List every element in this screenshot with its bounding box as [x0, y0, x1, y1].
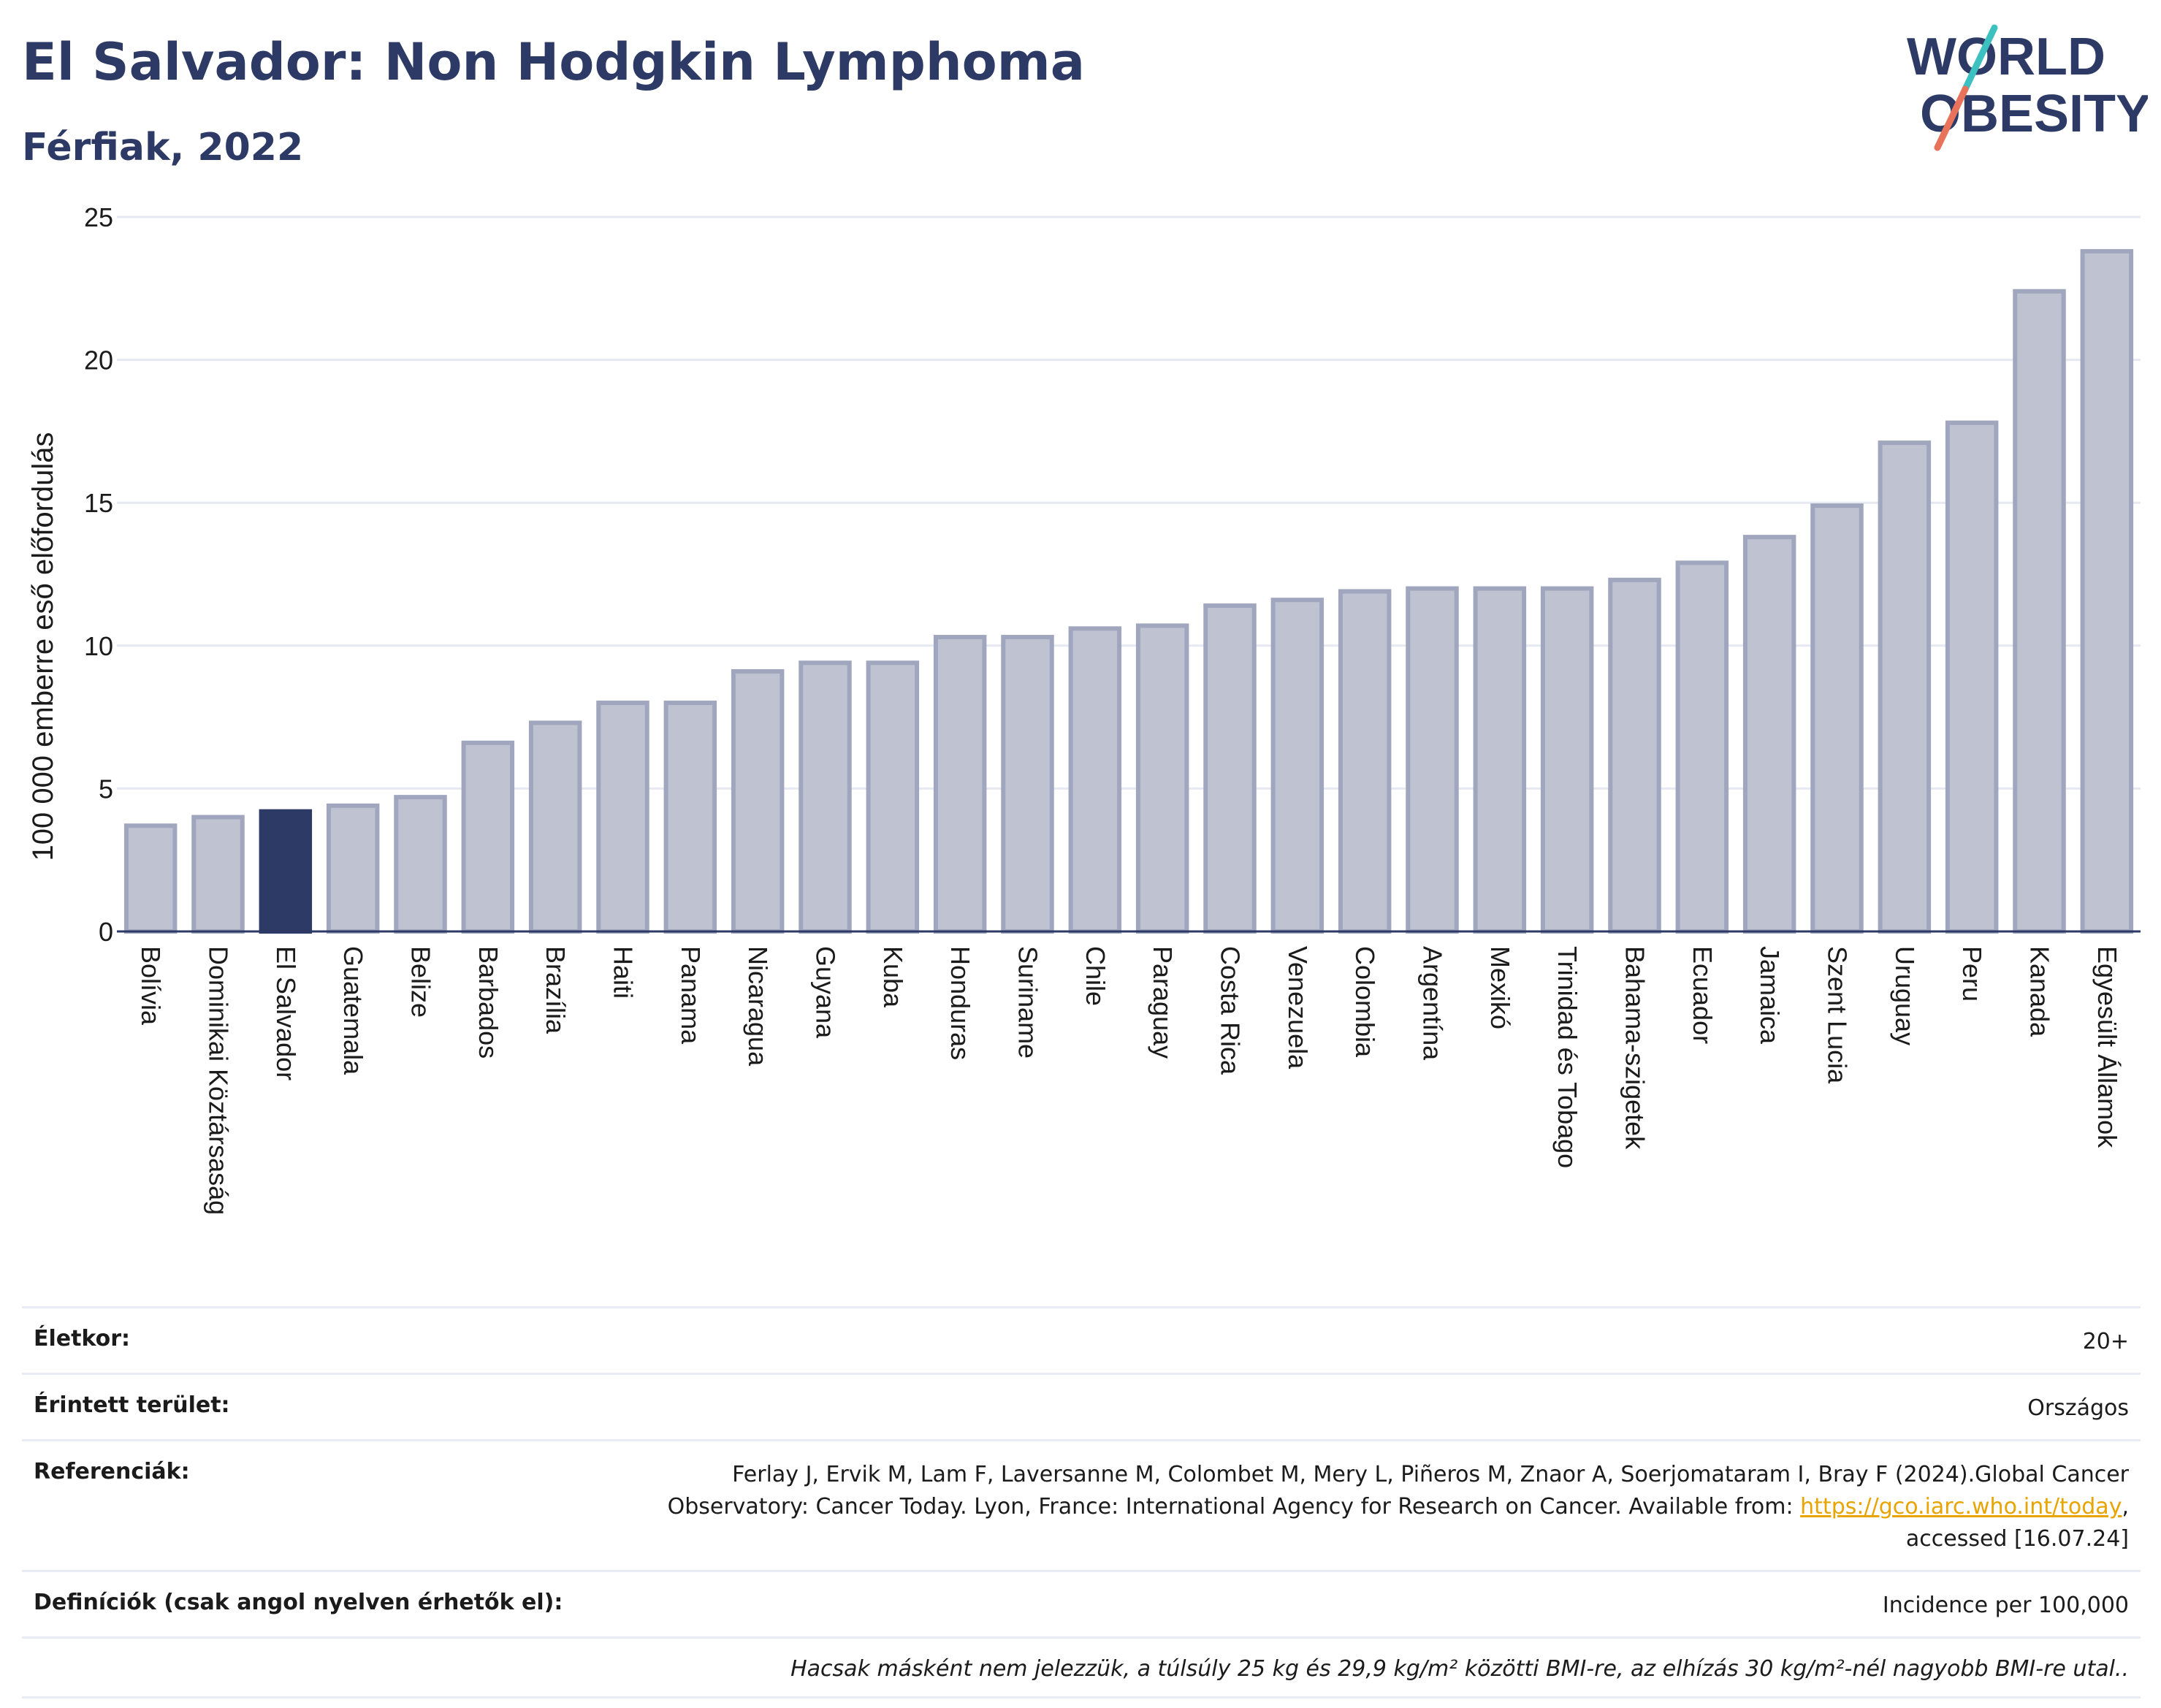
bar-22	[1608, 577, 1661, 934]
bar-20	[1473, 586, 1527, 934]
bar-1	[191, 815, 245, 934]
x-tick-label: Argentína	[1418, 946, 1448, 1061]
x-tick-label: Brazília	[541, 946, 571, 1034]
bar-17	[1270, 598, 1325, 934]
x-tick-labels: Bolívia Dominikai Köztársaság El Salvador G…	[136, 946, 2122, 1215]
area-label: Érintett terület:	[34, 1392, 230, 1418]
bar-19	[1406, 586, 1459, 934]
bar-24	[1742, 535, 1796, 934]
bar-23	[1675, 560, 1729, 934]
y-tick-label: 10	[84, 631, 113, 661]
meta-row-definitions: Definíciók (csak angol nyelven érhetők e…	[22, 1570, 2141, 1636]
references-link[interactable]: https://gco.iarc.who.int/today	[1800, 1494, 2122, 1520]
x-tick-label: Nicaragua	[743, 946, 773, 1067]
definitions-value: Incidence per 100,000	[1882, 1593, 2129, 1618]
logo-slash-top	[1962, 24, 1998, 93]
x-tick-label: Trinidad és Tobago	[1552, 946, 1582, 1168]
bar-0	[123, 823, 178, 934]
bar-6	[528, 720, 582, 934]
x-tick-label: Egyesült Államok	[2092, 946, 2122, 1148]
references-line2-post: ,	[2122, 1494, 2129, 1520]
logo-line2: OBESITY	[1920, 85, 2148, 143]
x-tick-label: Peru	[1957, 946, 1987, 1002]
bar-16	[1203, 603, 1257, 934]
bar-10	[799, 660, 852, 934]
x-tick-label: Uruguay	[1890, 946, 1920, 1045]
x-tick-label: Chile	[1080, 946, 1110, 1006]
y-tick-label: 0	[99, 917, 113, 947]
y-tick-label: 20	[84, 346, 113, 375]
x-tick-label: Guyana	[811, 946, 841, 1039]
area-value: Országos	[2027, 1395, 2129, 1421]
bar-21	[1540, 586, 1594, 934]
bar-14	[1068, 626, 1122, 934]
x-tick-label: Kuba	[878, 946, 908, 1008]
bar-29	[2080, 248, 2134, 934]
age-label: Életkor:	[34, 1326, 131, 1351]
x-tick-label: Belize	[406, 946, 436, 1018]
x-tick-label: Bolívia	[136, 946, 166, 1026]
x-tick-label: Panama	[676, 946, 706, 1045]
x-tick-label: Mexikó	[1485, 946, 1515, 1029]
age-value: 20+	[2082, 1329, 2129, 1354]
x-tick-label: Colombia	[1350, 946, 1380, 1058]
x-tick-label: Ecuador	[1688, 946, 1718, 1044]
bar-3	[326, 803, 380, 934]
page-subtitle: Férfiak, 2022	[22, 126, 304, 169]
bar-27	[1945, 420, 1999, 934]
references-line1: Ferlay J, Ervik M, Lam F, Laversanne M, …	[732, 1462, 2129, 1487]
bar-9	[731, 669, 785, 934]
bar-11	[866, 660, 920, 934]
references-value: Ferlay J, Ervik M, Lam F, Laversanne M, …	[668, 1459, 2129, 1555]
bar-8	[663, 701, 717, 934]
y-tick-label: 25	[84, 202, 113, 232]
x-tick-label: Dominikai Köztársaság	[204, 946, 234, 1215]
bar-2	[259, 809, 313, 934]
x-tick-label: Haiti	[609, 946, 639, 999]
y-tick-label: 15	[84, 488, 113, 518]
x-tick-label: Bahama-szigetek	[1620, 946, 1650, 1150]
x-tick-label: El Salvador	[271, 946, 301, 1080]
bar-25	[1810, 503, 1864, 934]
bar-chart: 0 5 10 15 20 25 Bolívia Dominikai Köztársaság E…	[27, 202, 2141, 1215]
x-tick-label: Honduras	[945, 946, 975, 1060]
y-tick-label: 5	[99, 774, 113, 804]
bar-13	[1001, 635, 1054, 934]
meta-table: Életkor: 20+ Érintett terület: Országos …	[22, 1306, 2141, 1699]
bar-28	[2013, 289, 2066, 934]
world-obesity-logo: WORLD OBESITY	[1907, 24, 2148, 151]
meta-row-note: Hacsak másként nem jelezzük, a túlsúly 2…	[22, 1636, 2141, 1699]
bmi-note: Hacsak másként nem jelezzük, a túlsúly 2…	[790, 1656, 2129, 1682]
x-tick-label: Paraguay	[1148, 946, 1178, 1059]
bar-26	[1878, 441, 1932, 934]
bar-15	[1135, 623, 1189, 934]
x-tick-label: Barbados	[473, 946, 503, 1059]
y-tick-labels: 0 5 10 15 20 25	[84, 202, 113, 947]
logo-line1: WORLD	[1907, 28, 2105, 86]
bars	[123, 248, 2134, 934]
meta-row-area: Érintett terület: Országos	[22, 1373, 2141, 1439]
page-title: El Salvador: Non Hodgkin Lymphoma	[22, 32, 1085, 92]
bar-7	[596, 701, 649, 934]
references-line2: Observatory: Cancer Today. Lyon, France:…	[667, 1494, 1801, 1520]
x-tick-label: Costa Rica	[1216, 946, 1246, 1075]
meta-row-references: Referenciák: Ferlay J, Ervik M, Lam F, L…	[22, 1439, 2141, 1570]
y-axis-label: 100 000 emberre eső előfordulás	[27, 432, 59, 861]
references-label: Referenciák:	[34, 1459, 190, 1484]
x-tick-label: Guatemala	[338, 946, 368, 1075]
definitions-label: Definíciók (csak angol nyelven érhetők e…	[34, 1590, 563, 1615]
x-tick-label: Venezuela	[1283, 946, 1313, 1070]
x-tick-label: Jamaica	[1755, 946, 1785, 1045]
bar-4	[394, 795, 447, 934]
x-tick-label: Suriname	[1013, 946, 1043, 1059]
x-tick-label: Kanada	[2025, 946, 2055, 1037]
references-line3: accessed [16.07.24]	[1905, 1526, 2129, 1552]
logo-slash-bottom	[1934, 85, 1969, 151]
bar-18	[1338, 589, 1392, 934]
bar-12	[933, 635, 987, 934]
grid-lines	[117, 216, 2141, 790]
meta-row-age: Életkor: 20+	[22, 1306, 2141, 1373]
x-tick-label: Szent Lucia	[1823, 946, 1853, 1084]
bar-5	[461, 740, 515, 934]
